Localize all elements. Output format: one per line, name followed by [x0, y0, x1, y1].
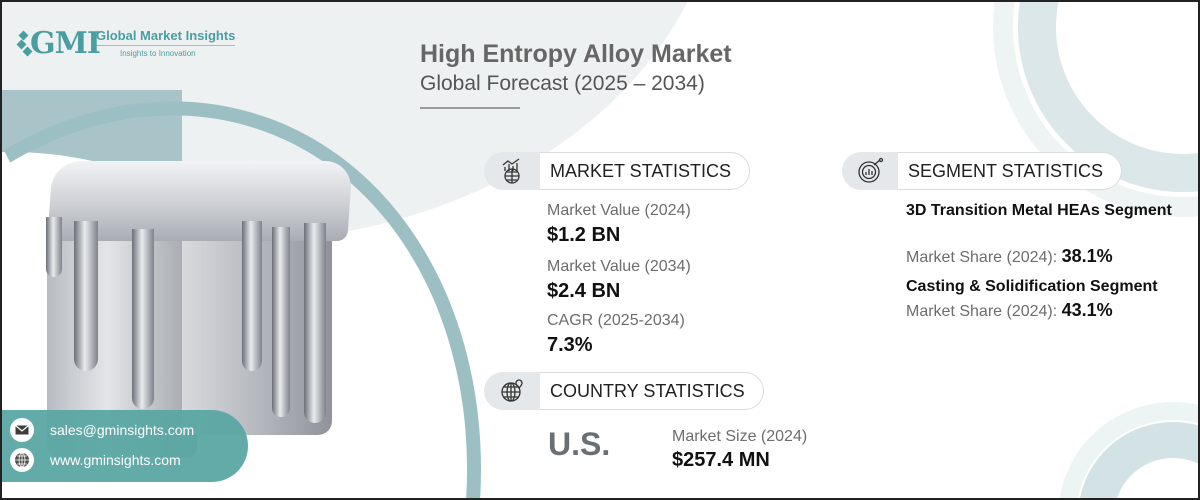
- segment-2-share-label: Market Share (2024):: [906, 303, 1058, 320]
- metal-drip: [46, 217, 62, 277]
- market-statistics-title: MARKET STATISTICS: [540, 152, 751, 190]
- page-subtitle: Global Forecast (2025 – 2034): [420, 72, 705, 95]
- metal-drip: [272, 227, 290, 417]
- chart-globe-icon: [484, 152, 540, 190]
- title-divider: [420, 107, 520, 109]
- market-statistics-header: MARKET STATISTICS: [484, 152, 751, 190]
- segment-statistics-header: SEGMENT STATISTICS: [842, 152, 1123, 190]
- segment-1-title: 3D Transition Metal HEAs Segment: [906, 202, 1172, 219]
- page-title: High Entropy Alloy Market: [420, 40, 732, 68]
- country-market-size-value: $257.4 MN: [672, 449, 770, 471]
- logo-mark: GMI: [16, 26, 101, 61]
- metal-drip: [74, 221, 98, 371]
- market-value-2034: $2.4 BN: [547, 280, 621, 302]
- country-name: U.S.: [548, 426, 611, 462]
- logo-diamond-icon: [18, 30, 29, 41]
- country-statistics-title: COUNTRY STATISTICS: [540, 372, 764, 410]
- market-value-2034-label: Market Value (2034): [547, 258, 691, 275]
- contact-bar: sales@gminsights.com www.gminsights.com: [2, 410, 248, 482]
- country-market-size-label: Market Size (2024): [672, 428, 808, 445]
- segment-2-share: Market Share (2024): 43.1%: [906, 300, 1113, 321]
- segment-2-title: Casting & Solidification Segment: [906, 278, 1158, 295]
- market-value-2024-label: Market Value (2024): [547, 202, 691, 219]
- envelope-icon: [10, 418, 34, 442]
- segment-statistics-title: SEGMENT STATISTICS: [898, 152, 1123, 190]
- metal-drip: [132, 229, 154, 409]
- gmi-logo: GMI Global Market Insights Insights to I…: [16, 26, 236, 61]
- contact-email[interactable]: sales@gminsights.com: [50, 422, 195, 438]
- metal-drip: [242, 221, 262, 371]
- country-statistics-header: COUNTRY STATISTICS: [484, 372, 764, 410]
- globe-icon: [10, 448, 34, 472]
- brand-name: Global Market Insights: [96, 28, 236, 46]
- contact-website-row[interactable]: www.gminsights.com: [10, 448, 181, 472]
- segment-1-share-value: 38.1%: [1061, 246, 1113, 266]
- contact-email-row[interactable]: sales@gminsights.com: [10, 418, 194, 442]
- globe-pin-icon: [484, 372, 540, 410]
- market-value-2024: $1.2 BN: [547, 224, 621, 246]
- cagr-label: CAGR (2025-2034): [547, 312, 685, 329]
- cagr-value: 7.3%: [547, 334, 593, 356]
- segment-1-share-label: Market Share (2024):: [906, 249, 1058, 266]
- brand-tagline: Insights to Innovation: [120, 49, 196, 58]
- logo-letters: GMI: [30, 26, 101, 61]
- contact-website[interactable]: www.gminsights.com: [50, 452, 181, 468]
- metal-drip: [304, 223, 326, 423]
- segment-1-share: Market Share (2024): 38.1%: [906, 246, 1113, 267]
- segment-2-share-value: 43.1%: [1061, 300, 1113, 320]
- target-chart-icon: [842, 152, 898, 190]
